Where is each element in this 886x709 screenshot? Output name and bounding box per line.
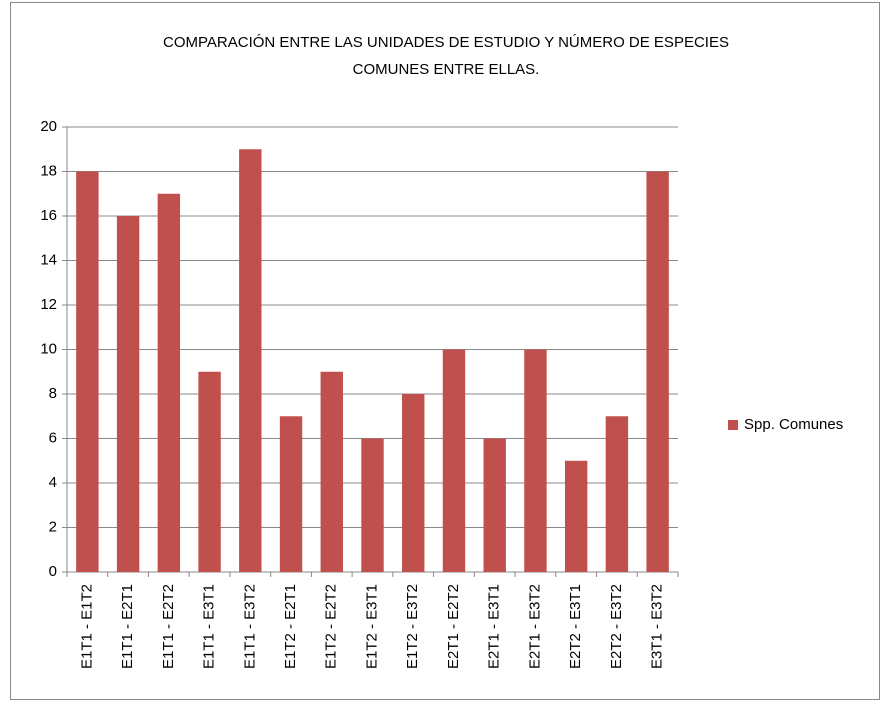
chart-title: COMUNES ENTRE ELLAS.: [353, 61, 540, 78]
chart-title: COMPARACIÓN ENTRE LAS UNIDADES DE ESTUDI…: [163, 34, 729, 51]
bar: [524, 349, 547, 572]
bar: [483, 438, 506, 572]
legend-swatch: [728, 420, 738, 430]
bar: [76, 171, 99, 572]
x-tick-label: E1T1 - E3T2: [241, 584, 258, 669]
bar: [279, 416, 303, 572]
y-tick-label: 6: [49, 429, 57, 446]
y-tick-label: 18: [40, 162, 57, 179]
x-tick-label: E1T1 - E2T2: [160, 584, 177, 669]
x-tick-label: E1T2 - E2T1: [282, 584, 299, 669]
bar: [646, 171, 669, 572]
x-tick-label: E1T1 - E2T1: [119, 584, 136, 669]
x-tick-label: E2T1 - E2T2: [445, 584, 462, 669]
y-tick-label: 10: [40, 340, 57, 357]
bar: [239, 149, 262, 572]
x-tick-label: E2T2 - E3T2: [608, 584, 625, 669]
bar: [442, 349, 466, 572]
x-tick-label: E1T2 - E3T1: [363, 584, 380, 669]
y-tick-label: 16: [40, 207, 57, 224]
bar: [198, 371, 221, 572]
x-tick-label: E1T2 - E2T2: [323, 584, 340, 669]
x-tick-label: E1T1 - E3T1: [201, 584, 218, 669]
x-tick-label: E1T1 - E1T2: [78, 584, 95, 669]
x-tick-label: E3T1 - E3T2: [649, 584, 666, 669]
y-tick-label: 14: [40, 251, 57, 268]
bar: [157, 193, 181, 572]
y-tick-label: 12: [40, 296, 57, 313]
bar: [564, 460, 588, 572]
x-tick-label: E1T2 - E3T2: [404, 584, 421, 669]
bar: [116, 216, 140, 572]
bar: [320, 371, 343, 572]
y-tick-label: 2: [49, 518, 57, 535]
y-tick-label: 8: [49, 385, 57, 402]
y-tick-label: 0: [49, 563, 57, 580]
bar: [361, 438, 384, 572]
x-tick-label: E2T1 - E3T2: [526, 584, 543, 669]
bar: [605, 416, 629, 572]
y-tick-label: 4: [49, 474, 57, 491]
bar: [402, 394, 425, 572]
legend-label: Spp. Comunes: [744, 416, 843, 433]
x-tick-label: E2T2 - E3T1: [567, 584, 584, 669]
y-tick-label: 20: [40, 118, 57, 135]
x-tick-label: E2T1 - E3T1: [486, 584, 503, 669]
